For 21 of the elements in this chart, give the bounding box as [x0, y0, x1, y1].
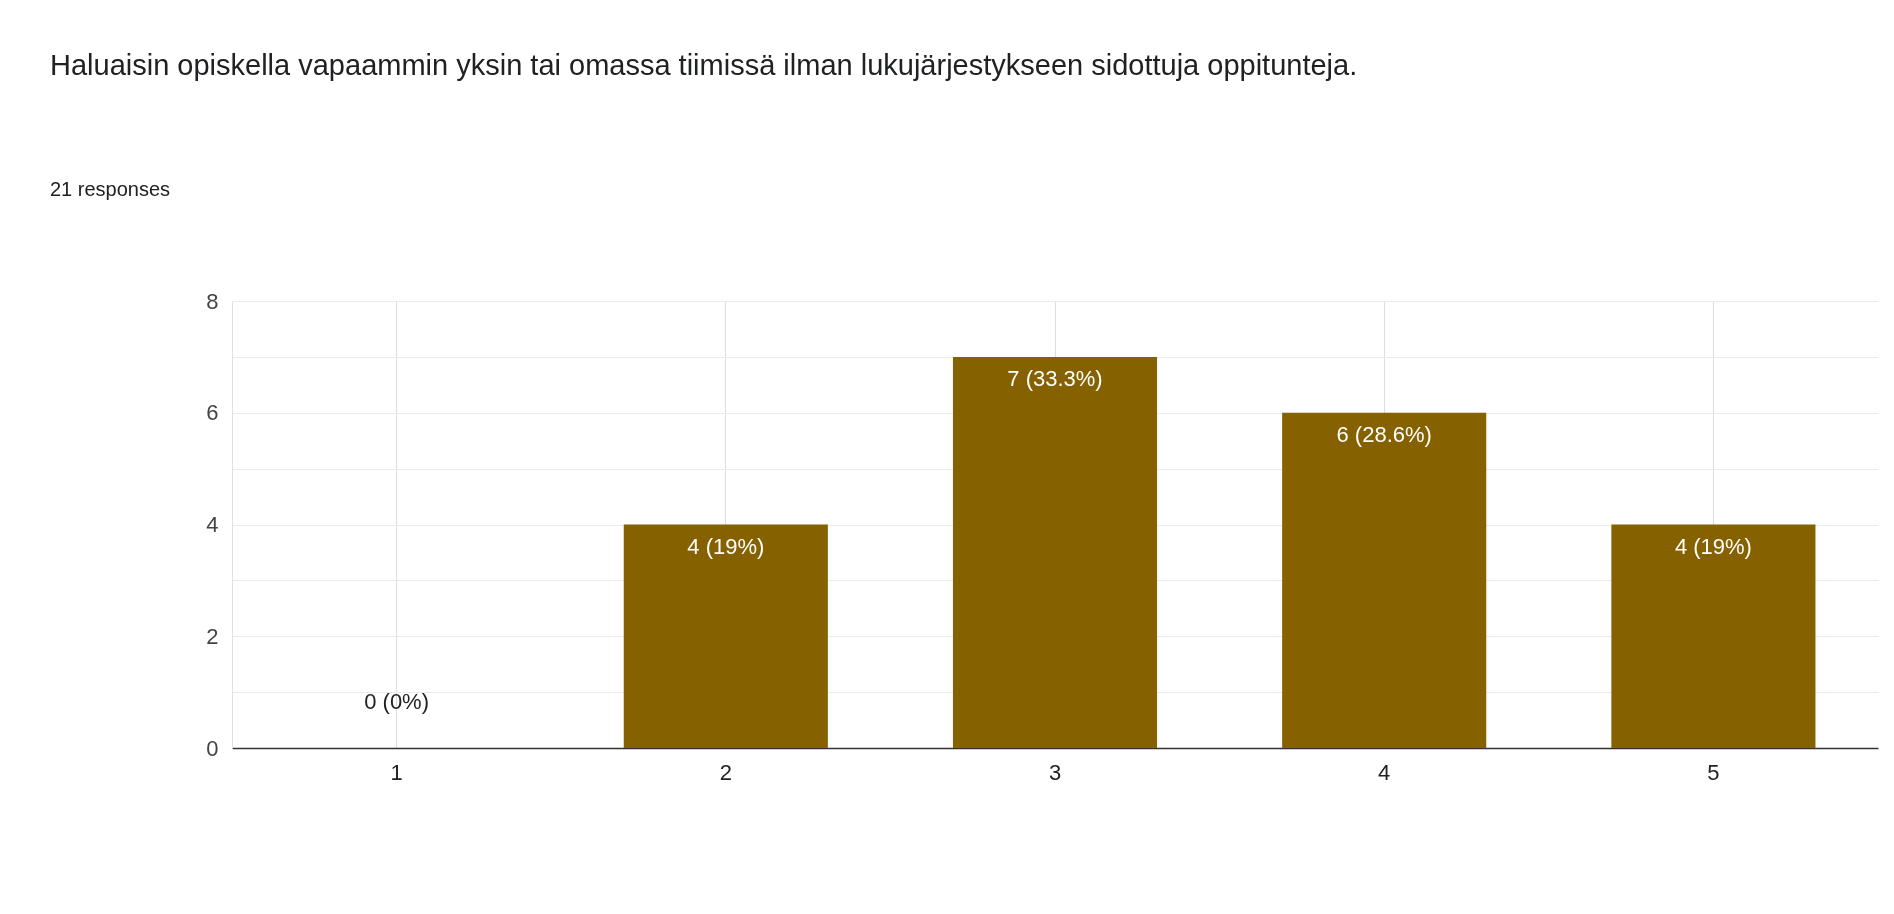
y-tick-label: 2 [206, 623, 219, 649]
bar [1611, 524, 1816, 748]
data-label: 4 (19%) [687, 533, 765, 559]
x-tick-label: 2 [719, 759, 732, 785]
data-label: 7 (33.3%) [1007, 365, 1103, 391]
y-tick-label: 6 [206, 400, 219, 426]
bar [623, 524, 828, 748]
x-tick-label: 5 [1707, 759, 1720, 785]
y-tick-label: 4 [206, 512, 219, 537]
data-label: 6 (28.6%) [1336, 421, 1432, 447]
x-tick-label: 3 [1048, 759, 1062, 785]
chart-subtitle: 21 responses [50, 178, 171, 201]
y-tick-label: 0 [206, 735, 219, 761]
y-tick-label: 8 [206, 288, 219, 314]
data-label: 4 (19%) [1674, 533, 1752, 559]
chart-title: Haluaisin opiskella vapaammin yksin tai omassa tiimissä ilman lukujärjestykseen sidottuja oppitunteja. [50, 48, 1359, 83]
bar [952, 356, 1158, 748]
data-label: 0 (0%) [364, 689, 429, 714]
x-tick-label: 1 [390, 759, 403, 785]
bar [1282, 412, 1487, 748]
x-tick-label: 4 [1378, 759, 1391, 785]
